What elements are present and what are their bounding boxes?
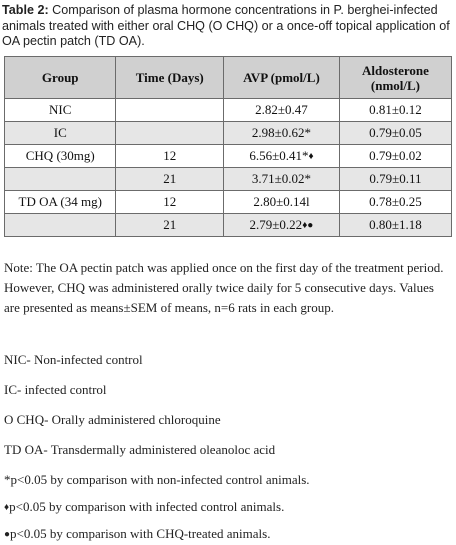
cell-aldosterone: 0.80±1.18 bbox=[338, 213, 453, 237]
cell-aldosterone: 0.79±0.05 bbox=[338, 121, 453, 145]
cell-aldosterone: 0.81±0.12 bbox=[338, 98, 453, 122]
header-aldosterone-line2: (nmol/L) bbox=[370, 77, 421, 93]
table-caption-label: Table 2: bbox=[2, 3, 49, 17]
abbreviation-line: TD OA- Transdermally administered oleano… bbox=[4, 442, 452, 458]
header-aldosterone-line1: Aldosterone bbox=[361, 62, 429, 78]
cell-avp: 6.56±0.41*♦ bbox=[222, 144, 340, 168]
cell-group: TD OA (34 mg) bbox=[3, 190, 117, 214]
header-group: Group bbox=[3, 56, 117, 99]
avp-value: 2.80±0.14l bbox=[253, 194, 310, 209]
cell-group: CHQ (30mg) bbox=[3, 144, 117, 168]
abbreviation-text: TD OA- Transdermally administered oleano… bbox=[4, 442, 276, 457]
cell-time: 12 bbox=[115, 190, 224, 214]
table-row: TD OA (34 mg) 12 2.80±0.14l 0.78±0.25 bbox=[3, 190, 453, 214]
abbreviation-line: *p<0.05 by comparison with non-infected … bbox=[4, 472, 452, 488]
cell-group: IC bbox=[3, 121, 117, 145]
cell-aldosterone: 0.78±0.25 bbox=[338, 190, 453, 214]
cell-avp: 3.71±0.02* bbox=[222, 167, 340, 191]
avp-value: 6.56±0.41* bbox=[249, 148, 309, 163]
avp-value: 3.71±0.02* bbox=[251, 171, 312, 186]
abbreviation-text: p<0.05 by comparison with CHQ-treated an… bbox=[10, 526, 271, 541]
avp-significance-mark: ♦ bbox=[308, 151, 314, 162]
header-time: Time (Days) bbox=[115, 56, 224, 99]
hormone-table: Group Time (Days) AVP (pmol/L) Aldostero… bbox=[3, 56, 453, 237]
cell-time: 21 bbox=[115, 167, 224, 191]
table-row: IC 2.98±0.62* 0.79±0.05 bbox=[3, 121, 453, 145]
cell-time: 21 bbox=[115, 213, 224, 237]
abbreviation-line: ●p<0.05 by comparison with CHQ-treated a… bbox=[4, 526, 452, 542]
cell-aldosterone: 0.79±0.02 bbox=[338, 144, 453, 168]
table-caption-text: Comparison of plasma hormone concentrati… bbox=[2, 3, 450, 48]
avp-value: 2.79±0.22 bbox=[249, 217, 303, 232]
table-caption: Table 2: Comparison of plasma hormone co… bbox=[2, 3, 454, 50]
cell-avp: 2.82±0.47 bbox=[222, 98, 340, 122]
cell-aldosterone: 0.79±0.11 bbox=[338, 167, 453, 191]
abbreviation-line: ♦p<0.05 by comparison with infected cont… bbox=[4, 499, 452, 515]
abbreviation-text: NIC- Non-infected control bbox=[4, 352, 143, 367]
table-header-row: Group Time (Days) AVP (pmol/L) Aldostero… bbox=[3, 56, 453, 99]
cell-time bbox=[115, 121, 224, 145]
table-row: 21 3.71±0.02* 0.79±0.11 bbox=[3, 167, 453, 191]
avp-value: 2.82±0.47 bbox=[255, 102, 308, 117]
abbreviation-line: IC- infected control bbox=[4, 382, 452, 398]
abbreviation-text: *p<0.05 by comparison with non-infected … bbox=[4, 472, 310, 487]
header-aldosterone: Aldosterone (nmol/L) bbox=[338, 56, 453, 99]
avp-significance-mark: ♦● bbox=[302, 220, 314, 231]
table-row: 21 2.79±0.22♦● 0.80±1.18 bbox=[3, 213, 453, 237]
table-row: CHQ (30mg) 12 6.56±0.41*♦ 0.79±0.02 bbox=[3, 144, 453, 168]
significance-symbol: ♦ bbox=[4, 502, 10, 513]
abbreviation-text: p<0.05 by comparison with infected contr… bbox=[9, 499, 285, 514]
cell-avp: 2.80±0.14l bbox=[222, 190, 340, 214]
abbreviation-text: O CHQ- Orally administered chloroquine bbox=[4, 412, 221, 427]
avp-value: 2.98±0.62* bbox=[251, 125, 312, 140]
cell-time: 12 bbox=[115, 144, 224, 168]
abbreviation-text: IC- infected control bbox=[4, 382, 107, 397]
abbreviation-line: NIC- Non-infected control bbox=[4, 352, 452, 368]
table-note: Note: The OA pectin patch was applied on… bbox=[4, 260, 444, 315]
cell-time bbox=[115, 98, 224, 122]
header-avp: AVP (pmol/L) bbox=[222, 56, 340, 99]
cell-group bbox=[3, 213, 117, 237]
cell-group bbox=[3, 167, 117, 191]
cell-avp: 2.79±0.22♦● bbox=[222, 213, 340, 237]
abbreviation-line: O CHQ- Orally administered chloroquine bbox=[4, 412, 452, 428]
significance-symbol: ● bbox=[4, 529, 11, 540]
cell-avp: 2.98±0.62* bbox=[222, 121, 340, 145]
table-row: NIC 2.82±0.47 0.81±0.12 bbox=[3, 98, 453, 122]
cell-group: NIC bbox=[3, 98, 117, 122]
